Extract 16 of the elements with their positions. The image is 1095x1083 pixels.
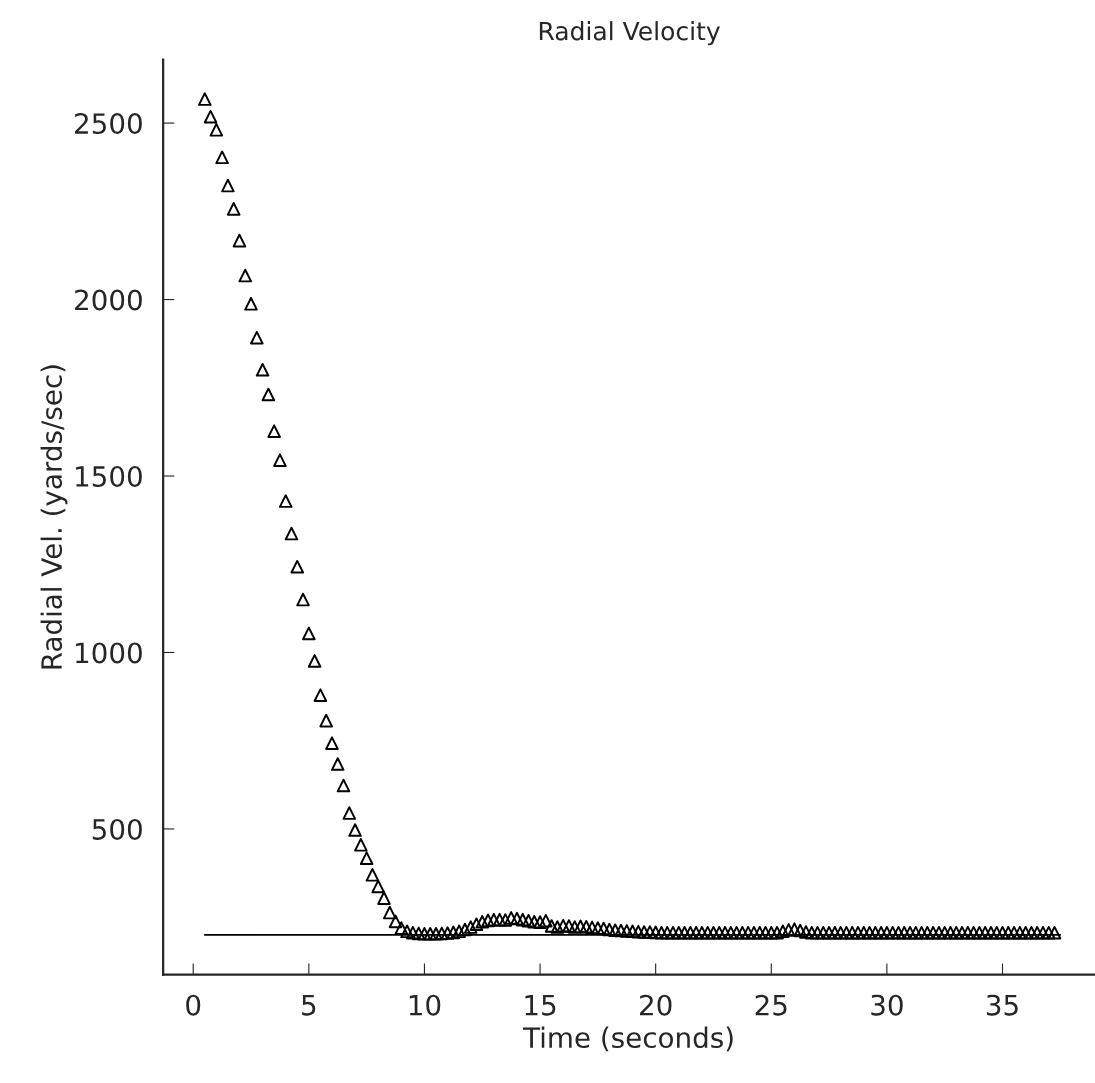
y-tick-label: 1000 (76, 642, 142, 664)
y-tick-label: 2000 (75, 289, 142, 311)
chart-title: Radial Velocity (539, 21, 720, 46)
x-tick-label: 20 (640, 994, 672, 1016)
x-tick-label: 30 (871, 994, 903, 1016)
y-axis-title: Radial Vel. (yards/sec) (40, 365, 68, 669)
x-tick-label: 35 (986, 994, 1018, 1016)
x-tick-label: 0 (186, 994, 201, 1016)
y-tick-label: 2500 (75, 113, 142, 135)
x-tick-label: 15 (525, 995, 556, 1016)
y-tick-label: 500 (92, 818, 142, 840)
x-tick-label: 10 (409, 994, 441, 1016)
x-axis-title: Time (seconds) (522, 1026, 733, 1052)
x-tick-label: 25 (755, 994, 787, 1016)
y-tick-label: 1500 (76, 465, 142, 487)
x-tick-label: 5 (302, 995, 316, 1016)
